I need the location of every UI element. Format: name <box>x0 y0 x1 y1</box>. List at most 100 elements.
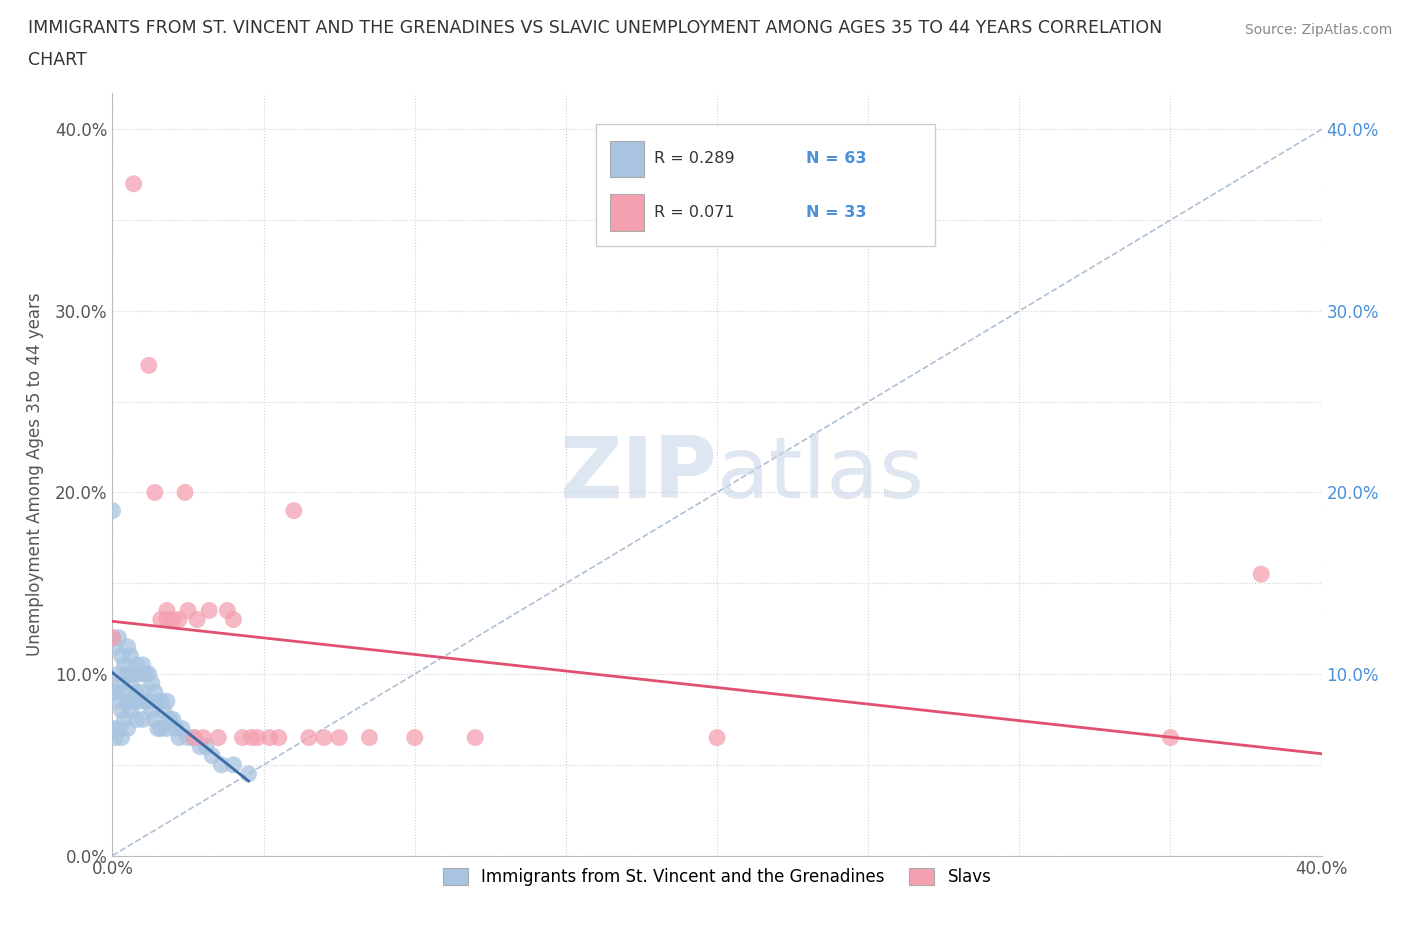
Point <box>267 730 290 745</box>
Point <box>198 603 221 618</box>
Point <box>149 612 172 627</box>
Point <box>122 667 145 682</box>
Point <box>165 721 187 736</box>
Point <box>238 766 260 781</box>
Point <box>149 694 172 709</box>
Point <box>107 694 129 709</box>
Point <box>156 721 179 736</box>
Point <box>117 694 139 709</box>
Text: CHART: CHART <box>28 51 87 69</box>
Point <box>149 721 172 736</box>
Point <box>162 712 184 727</box>
Point <box>101 684 124 699</box>
Legend: Immigrants from St. Vincent and the Grenadines, Slavs: Immigrants from St. Vincent and the Gren… <box>436 861 998 893</box>
Point <box>156 694 179 709</box>
Point <box>222 612 245 627</box>
Text: IMMIGRANTS FROM ST. VINCENT AND THE GRENADINES VS SLAVIC UNEMPLOYMENT AMONG AGES: IMMIGRANTS FROM ST. VINCENT AND THE GREN… <box>28 19 1163 36</box>
Point <box>191 730 214 745</box>
Point <box>404 730 426 745</box>
Point <box>156 603 179 618</box>
Point <box>188 739 211 754</box>
Point <box>125 712 148 727</box>
Point <box>141 676 163 691</box>
Point <box>110 730 132 745</box>
Point <box>217 603 239 618</box>
Point <box>283 503 305 518</box>
Point <box>120 648 142 663</box>
Point <box>120 703 142 718</box>
Point <box>117 721 139 736</box>
Point <box>104 684 127 699</box>
Point <box>207 730 229 745</box>
Point <box>186 612 208 627</box>
Point <box>120 676 142 691</box>
Point <box>240 730 263 745</box>
Point <box>246 730 269 745</box>
Point <box>1159 730 1181 745</box>
Point <box>110 676 132 691</box>
Text: Source: ZipAtlas.com: Source: ZipAtlas.com <box>1244 23 1392 37</box>
Point <box>183 730 205 745</box>
Text: atlas: atlas <box>717 432 925 516</box>
Point <box>101 503 124 518</box>
Point <box>298 730 321 745</box>
Point <box>201 749 224 764</box>
Point <box>706 730 728 745</box>
Point <box>183 730 205 745</box>
Point <box>138 667 160 682</box>
Point <box>125 658 148 672</box>
Point <box>146 694 169 709</box>
Point <box>101 631 124 645</box>
Point <box>110 648 132 663</box>
Point <box>222 757 245 772</box>
Point <box>259 730 281 745</box>
Point <box>464 730 486 745</box>
Point <box>209 757 232 772</box>
Point <box>146 721 169 736</box>
Point <box>135 667 157 682</box>
Point <box>101 721 124 736</box>
Point <box>231 730 253 745</box>
Point <box>114 658 136 672</box>
Point <box>117 639 139 654</box>
Point <box>122 694 145 709</box>
Point <box>125 684 148 699</box>
Point <box>104 730 127 745</box>
Text: ZIP: ZIP <box>560 432 717 516</box>
Point <box>143 712 166 727</box>
Point <box>314 730 336 745</box>
Point <box>128 667 150 682</box>
Point <box>159 712 181 727</box>
Point <box>328 730 350 745</box>
Point <box>117 667 139 682</box>
Point <box>107 631 129 645</box>
Point <box>177 603 200 618</box>
Point <box>1250 566 1272 581</box>
Point <box>132 658 155 672</box>
Point <box>114 684 136 699</box>
Point <box>141 703 163 718</box>
Point <box>104 639 127 654</box>
Point <box>132 684 155 699</box>
Point <box>114 712 136 727</box>
Point <box>143 684 166 699</box>
Point <box>122 177 145 192</box>
Point <box>132 712 155 727</box>
Point <box>138 694 160 709</box>
Point <box>101 631 124 645</box>
Point <box>195 739 218 754</box>
Point <box>167 730 190 745</box>
Point <box>170 721 193 736</box>
Point <box>156 612 179 627</box>
Point <box>128 694 150 709</box>
Y-axis label: Unemployment Among Ages 35 to 44 years: Unemployment Among Ages 35 to 44 years <box>25 293 44 656</box>
Point <box>167 612 190 627</box>
Point <box>135 694 157 709</box>
Point <box>110 703 132 718</box>
Point <box>162 612 184 627</box>
Point <box>107 721 129 736</box>
Point <box>174 485 197 500</box>
Point <box>143 485 166 500</box>
Point <box>138 358 160 373</box>
Point <box>177 730 200 745</box>
